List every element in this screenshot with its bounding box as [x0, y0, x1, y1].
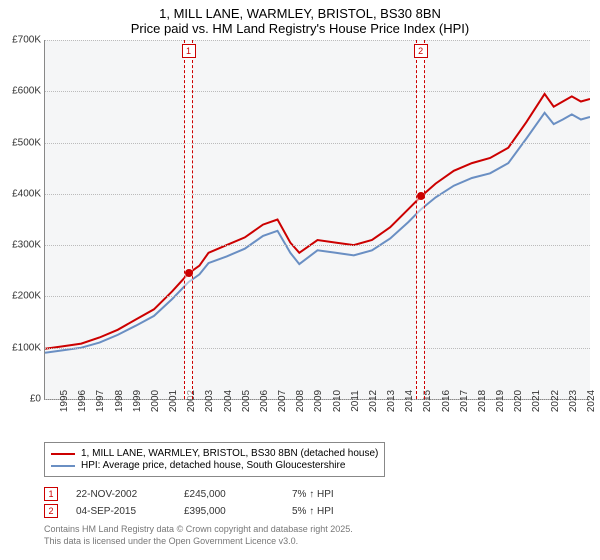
y-axis-label: £200K [12, 291, 41, 302]
sales-row: 1 22-NOV-2002 £245,000 7% ↑ HPI [44, 487, 590, 501]
y-axis-label: £500K [12, 137, 41, 148]
title-line-1: 1, MILL LANE, WARMLEY, BRISTOL, BS30 8BN [0, 6, 600, 21]
gridline-h [45, 245, 590, 246]
y-axis-label: £0 [30, 394, 41, 405]
gridline-h [45, 296, 590, 297]
y-axis-label: £600K [12, 86, 41, 97]
series-line-property [45, 94, 590, 349]
legend-label: HPI: Average price, detached house, Sout… [81, 460, 345, 471]
sale-flag: 2 [44, 504, 58, 518]
sale-marker-band: 1 [184, 40, 193, 399]
sale-point [185, 269, 193, 277]
sale-point [417, 192, 425, 200]
chart-title-block: 1, MILL LANE, WARMLEY, BRISTOL, BS30 8BN… [0, 0, 600, 36]
y-axis-label: £300K [12, 240, 41, 251]
gridline-h [45, 348, 590, 349]
x-axis-label: 2025 [590, 390, 600, 412]
legend-swatch [51, 465, 75, 467]
chart-plot-area: £0£100K£200K£300K£400K£500K£600K£700K199… [44, 40, 590, 400]
sale-marker-flag: 2 [414, 44, 428, 58]
footer-attribution: Contains HM Land Registry data © Crown c… [44, 524, 590, 547]
sale-price: £395,000 [184, 506, 274, 517]
sales-table: 1 22-NOV-2002 £245,000 7% ↑ HPI 2 04-SEP-2015… [44, 487, 590, 518]
gridline-h [45, 194, 590, 195]
gridline-h [45, 91, 590, 92]
legend: 1, MILL LANE, WARMLEY, BRISTOL, BS30 8BN… [44, 442, 385, 477]
legend-label: 1, MILL LANE, WARMLEY, BRISTOL, BS30 8BN… [81, 448, 378, 459]
sale-marker-band: 2 [416, 40, 425, 399]
y-axis-label: £700K [12, 35, 41, 46]
footer-line-2: This data is licensed under the Open Gov… [44, 536, 590, 548]
sale-price: £245,000 [184, 489, 274, 500]
legend-row: HPI: Average price, detached house, Sout… [51, 460, 378, 471]
sale-diff: 7% ↑ HPI [292, 489, 382, 500]
sale-flag: 1 [44, 487, 58, 501]
gridline-h [45, 40, 590, 41]
sale-date: 04-SEP-2015 [76, 506, 166, 517]
footer-line-1: Contains HM Land Registry data © Crown c… [44, 524, 590, 536]
legend-row: 1, MILL LANE, WARMLEY, BRISTOL, BS30 8BN… [51, 448, 378, 459]
y-axis-label: £400K [12, 188, 41, 199]
sale-marker-flag: 1 [182, 44, 196, 58]
y-axis-label: £100K [12, 342, 41, 353]
sales-row: 2 04-SEP-2015 £395,000 5% ↑ HPI [44, 504, 590, 518]
sale-date: 22-NOV-2002 [76, 489, 166, 500]
title-line-2: Price paid vs. HM Land Registry's House … [0, 21, 600, 36]
gridline-h [45, 143, 590, 144]
chart-lines-svg [45, 40, 590, 399]
legend-swatch [51, 453, 75, 455]
sale-diff: 5% ↑ HPI [292, 506, 382, 517]
